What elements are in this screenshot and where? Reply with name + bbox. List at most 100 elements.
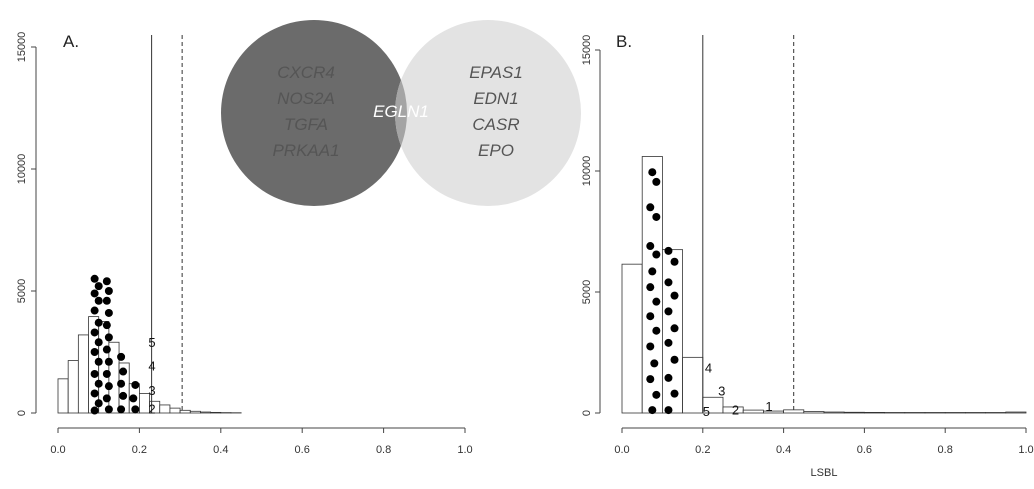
- histogram-bar: [179, 409, 191, 414]
- count-annotation: 4: [148, 358, 155, 373]
- histogram-bar: [57, 378, 69, 414]
- data-point: [646, 375, 655, 384]
- histogram-bar: [169, 407, 181, 414]
- data-point: [652, 250, 661, 259]
- histogram-bar: [864, 411, 886, 414]
- histogram-bar: [200, 411, 212, 414]
- histogram-bar: [803, 411, 825, 414]
- histogram-bar: [210, 411, 222, 414]
- data-point: [646, 242, 655, 251]
- histogram-bar: [843, 411, 865, 414]
- histogram-bar: [67, 360, 79, 414]
- data-point: [94, 296, 103, 305]
- count-annotation: 3: [718, 383, 725, 398]
- x-tick-label: 0.0: [50, 444, 65, 456]
- data-point: [90, 406, 99, 415]
- x-tick-label: 0.2: [132, 444, 147, 456]
- data-point: [94, 318, 103, 327]
- panel-label: B.: [616, 32, 632, 51]
- data-point: [90, 348, 99, 356]
- count-annotation: 5: [703, 404, 710, 419]
- data-point: [650, 359, 659, 368]
- data-point: [664, 373, 673, 382]
- data-point: [90, 289, 99, 298]
- x-tick-label: 0.4: [213, 444, 228, 456]
- data-point: [94, 282, 103, 291]
- data-point: [104, 382, 113, 391]
- data-point: [102, 345, 111, 354]
- venn-left-circle: [221, 20, 407, 206]
- data-point: [652, 326, 661, 335]
- y-tick-label: 5000: [581, 280, 593, 304]
- data-point: [104, 405, 113, 414]
- data-point: [648, 267, 657, 276]
- venn-right-gene: EDN1: [473, 89, 518, 108]
- count-annotation: 2: [148, 401, 155, 416]
- y-tick-label: 15000: [16, 32, 28, 63]
- data-point: [119, 367, 128, 376]
- data-point: [670, 355, 679, 364]
- y-tick-label: 10000: [16, 154, 28, 185]
- data-point: [94, 338, 103, 347]
- count-annotation: 2: [732, 402, 739, 417]
- data-point: [131, 380, 140, 389]
- count-annotation: 4: [705, 361, 712, 376]
- venn-diagram: CXCR4 NOS2A TGFA PRKAA1 EPAS1 EDN1 CASR EPO EGLN…: [221, 20, 581, 206]
- venn-left-gene: TGFA: [284, 115, 328, 134]
- data-point: [670, 324, 679, 333]
- histogram-bar: [823, 411, 845, 414]
- y-tick-label: 10000: [581, 156, 593, 187]
- histogram-panel-b: 0 5000 10000 15000 0.0 0.2 0.4 0.6 0.8 1.0 LSBL 435…: [581, 32, 1034, 479]
- histogram-bar: [682, 356, 704, 414]
- venn-right-gene: EPAS1: [469, 63, 523, 82]
- venn-left-gene: NOS2A: [277, 89, 335, 108]
- data-point: [104, 357, 113, 366]
- data-point: [648, 406, 657, 415]
- data-point: [652, 177, 661, 186]
- y-tick-label: 5000: [16, 279, 28, 303]
- data-point: [664, 278, 673, 287]
- data-point: [102, 369, 111, 378]
- venn-right-gene: EPO: [478, 141, 514, 160]
- y-tick-label: 15000: [581, 35, 593, 66]
- data-point: [652, 297, 661, 306]
- data-point: [104, 287, 113, 295]
- data-point: [117, 352, 126, 361]
- data-point: [102, 296, 111, 305]
- histogram-panel-a: 0 5000 10000 15000 0.0 0.2 0.4 0.6 0.8 1.0 5 4 3 2 A.: [16, 32, 473, 456]
- x-tick-label: 0.8: [938, 444, 953, 456]
- histogram-bar: [742, 409, 764, 414]
- data-point: [664, 246, 673, 255]
- data-point: [664, 307, 673, 316]
- x-tick-label: 0.6: [295, 444, 310, 456]
- data-point: [131, 405, 140, 414]
- y-tick-label: 0: [16, 410, 28, 416]
- data-point: [646, 312, 655, 321]
- data-point: [90, 369, 99, 378]
- data-point: [670, 291, 679, 300]
- venn-right-circle: [395, 20, 581, 206]
- data-point: [646, 283, 655, 292]
- data-point: [94, 379, 103, 388]
- x-tick-label: 1.0: [457, 444, 472, 456]
- data-point: [94, 399, 103, 408]
- data-point: [670, 389, 679, 398]
- data-point: [646, 203, 655, 212]
- data-point: [102, 321, 111, 330]
- x-axis-label: LSBL: [811, 467, 838, 479]
- histogram-bar: [108, 341, 120, 414]
- data-point: [117, 379, 126, 388]
- y-tick-label: 0: [581, 410, 593, 416]
- data-point: [646, 342, 655, 351]
- data-point: [102, 394, 111, 403]
- data-point: [117, 405, 126, 414]
- histogram-bar: [159, 404, 171, 414]
- data-point: [664, 406, 673, 415]
- venn-shared-gene: EGLN1: [373, 102, 429, 121]
- data-point: [648, 168, 657, 177]
- x-tick-label: 1.0: [1018, 444, 1033, 456]
- data-point: [119, 391, 128, 400]
- venn-left-gene: PRKAA1: [272, 141, 339, 160]
- data-point: [90, 389, 99, 398]
